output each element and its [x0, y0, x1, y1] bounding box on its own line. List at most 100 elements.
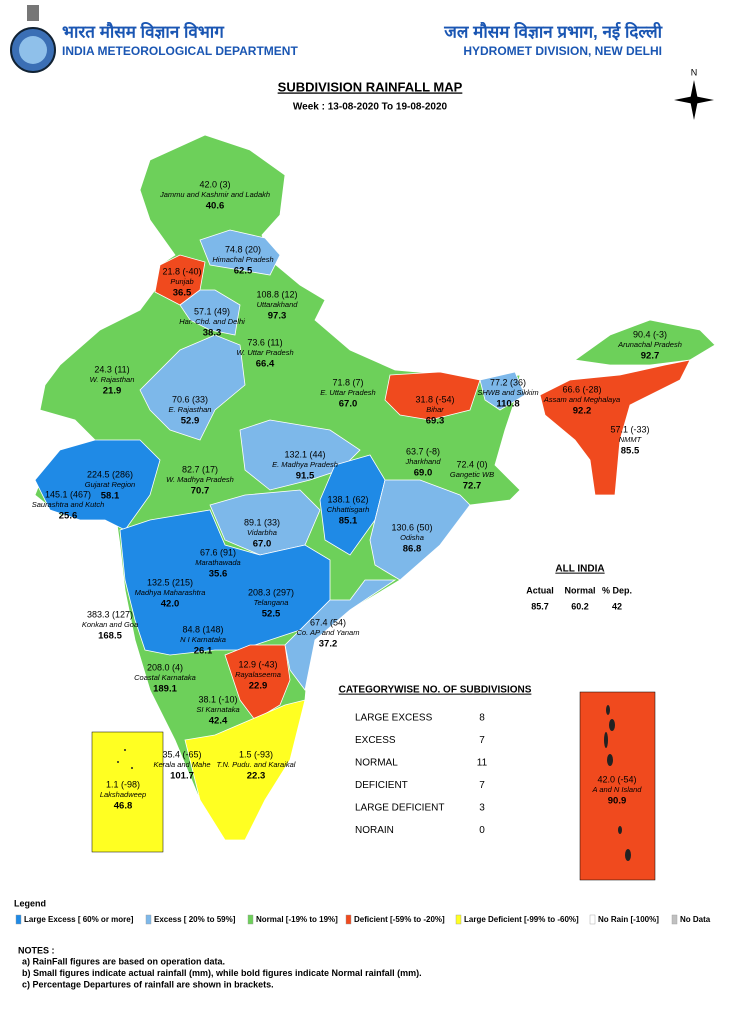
- subdivision-name: Rayalaseema: [235, 670, 281, 679]
- all-india-value: 42: [612, 601, 622, 611]
- division-name: HYDROMET DIVISION, NEW DELHI: [463, 44, 662, 58]
- category-name: LARGE DEFICIENT: [355, 803, 444, 814]
- all-india-header: Normal: [564, 585, 595, 595]
- actual-rainfall: 383.3 (127): [87, 609, 133, 619]
- actual-rainfall: 132.5 (215): [147, 577, 193, 587]
- actual-rainfall: 71.8 (7): [332, 377, 363, 387]
- subdivision-name: Konkan and Goa: [82, 620, 138, 629]
- region: [539, 359, 691, 496]
- normal-rainfall: 42.0: [161, 599, 180, 610]
- subdivision-name: Madhya Maharashtra: [135, 588, 206, 597]
- legend-label: Large Excess [ 60% or more]: [24, 915, 134, 924]
- actual-rainfall: 57.1 (-33): [610, 424, 649, 434]
- legend-label: Deficient [-59% to -20%]: [354, 915, 445, 924]
- actual-rainfall: 1.1 (-98): [106, 779, 140, 789]
- normal-rainfall: 92.2: [573, 406, 592, 417]
- subdivision-name: N I Karnataka: [180, 635, 226, 644]
- normal-rainfall: 26.1: [194, 646, 213, 657]
- actual-rainfall: 1.5 (-93): [239, 749, 273, 759]
- notes-title: NOTES :: [18, 945, 55, 955]
- subdivision-name: Jammu and Kashmir and Ladakh: [159, 190, 270, 199]
- subtitle: Week : 13-08-2020 To 19-08-2020: [293, 102, 448, 113]
- hindi-division: जल मौसम विज्ञान प्रभाग, नई दिल्ली: [443, 21, 662, 41]
- subdivision-name: E. Uttar Pradesh: [320, 388, 375, 397]
- normal-rainfall: 42.4: [209, 716, 228, 727]
- actual-rainfall: 42.0 (3): [199, 179, 230, 189]
- subdivision-name: W. Uttar Pradesh: [236, 348, 293, 357]
- actual-rainfall: 12.9 (-43): [238, 659, 277, 669]
- category-count: 3: [479, 803, 485, 814]
- legend-swatch: [671, 914, 678, 925]
- legend-swatch: [455, 914, 462, 925]
- legend-swatch: [345, 914, 352, 925]
- legend-label: Excess [ 20% to 59%]: [154, 915, 236, 924]
- hindi-org: भारत मौसम विज्ञान विभाग: [62, 21, 225, 41]
- title: SUBDIVISION RAINFALL MAP: [278, 79, 463, 94]
- subdivision-name: E. Madhya Pradesh: [272, 460, 338, 469]
- north-arrow: N: [674, 67, 714, 120]
- all-india-value: 85.7: [531, 601, 549, 611]
- normal-rainfall: 85.5: [621, 446, 640, 457]
- actual-rainfall: 208.3 (297): [248, 587, 294, 597]
- region: [479, 371, 526, 411]
- subdivision-name: Gujarat Region: [85, 480, 135, 489]
- region: [199, 229, 281, 276]
- actual-rainfall: 224.5 (286): [87, 469, 133, 479]
- subdivision-name: SI Karnataka: [196, 705, 239, 714]
- actual-rainfall: 130.6 (50): [391, 522, 432, 532]
- subdivision-name: NMMT: [619, 435, 643, 444]
- islands: [117, 705, 631, 861]
- actual-rainfall: 84.8 (148): [182, 624, 223, 634]
- actual-rainfall: 74.8 (20): [225, 244, 261, 254]
- subdivision-name: Arunachal Pradesh: [617, 340, 682, 349]
- normal-rainfall: 37.2: [319, 639, 338, 650]
- normal-rainfall: 90.9: [608, 796, 627, 807]
- subdivision-name: Bihar: [426, 405, 444, 414]
- region: [369, 479, 471, 581]
- subdivision-name: Jharkhand: [404, 457, 441, 466]
- normal-rainfall: 40.6: [206, 201, 225, 212]
- category-name: NORAIN: [355, 825, 394, 836]
- subdivision-labels: 42.0 (3)Jammu and Kashmir and Ladakh 40.6…: [32, 179, 682, 811]
- normal-rainfall: 22.3: [247, 771, 266, 782]
- subdivision-name: Saurashtra and Kutch: [32, 500, 105, 509]
- region: [179, 289, 241, 336]
- actual-rainfall: 77.2 (36): [490, 377, 526, 387]
- normal-rainfall: 97.3: [268, 311, 287, 322]
- category-count: 8: [479, 713, 485, 724]
- normal-rainfall: 101.7: [170, 771, 194, 782]
- legend-label: No Data: [680, 915, 711, 924]
- legend-label: No Rain [-100%]: [598, 915, 659, 924]
- subdivision-name: A and N Island: [592, 785, 643, 794]
- legend-label: Normal [-19% to 19%]: [256, 915, 338, 924]
- subdivision-name: Chhattisgarh: [327, 505, 370, 514]
- normal-rainfall: 25.6: [59, 511, 78, 522]
- subdivision-name: Punjab: [170, 277, 193, 286]
- actual-rainfall: 31.8 (-54): [415, 394, 454, 404]
- subdivision-name: Telangana: [254, 598, 289, 607]
- actual-rainfall: 89.1 (33): [244, 517, 280, 527]
- legend-title: Legend: [14, 898, 46, 908]
- normal-rainfall: 72.7: [463, 481, 482, 492]
- legend-swatch: [247, 914, 254, 925]
- subdivision-name: Coastal Karnataka: [134, 673, 196, 682]
- normal-rainfall: 189.1: [153, 684, 177, 695]
- actual-rainfall: 63.7 (-8): [406, 446, 440, 456]
- normal-rainfall: 21.9: [103, 386, 122, 397]
- actual-rainfall: 70.6 (33): [172, 394, 208, 404]
- category-title: CATEGORYWISE NO. OF SUBDIVISIONS: [339, 685, 532, 696]
- normal-rainfall: 22.9: [249, 681, 268, 692]
- note: a) RainFall figures are based on operati…: [22, 956, 225, 966]
- all-india-header: Actual: [526, 585, 554, 595]
- normal-rainfall: 69.0: [414, 468, 433, 479]
- actual-rainfall: 73.6 (11): [247, 337, 282, 347]
- category-count: 11: [477, 758, 488, 769]
- actual-rainfall: 24.3 (11): [94, 364, 129, 374]
- actual-rainfall: 38.1 (-10): [198, 694, 237, 704]
- normal-rainfall: 67.0: [339, 399, 358, 410]
- legend-swatch: [15, 914, 22, 925]
- normal-rainfall: 67.0: [253, 539, 272, 550]
- normal-rainfall: 86.8: [403, 544, 422, 555]
- category-name: DEFICIENT: [355, 780, 408, 791]
- legend-swatch: [145, 914, 152, 925]
